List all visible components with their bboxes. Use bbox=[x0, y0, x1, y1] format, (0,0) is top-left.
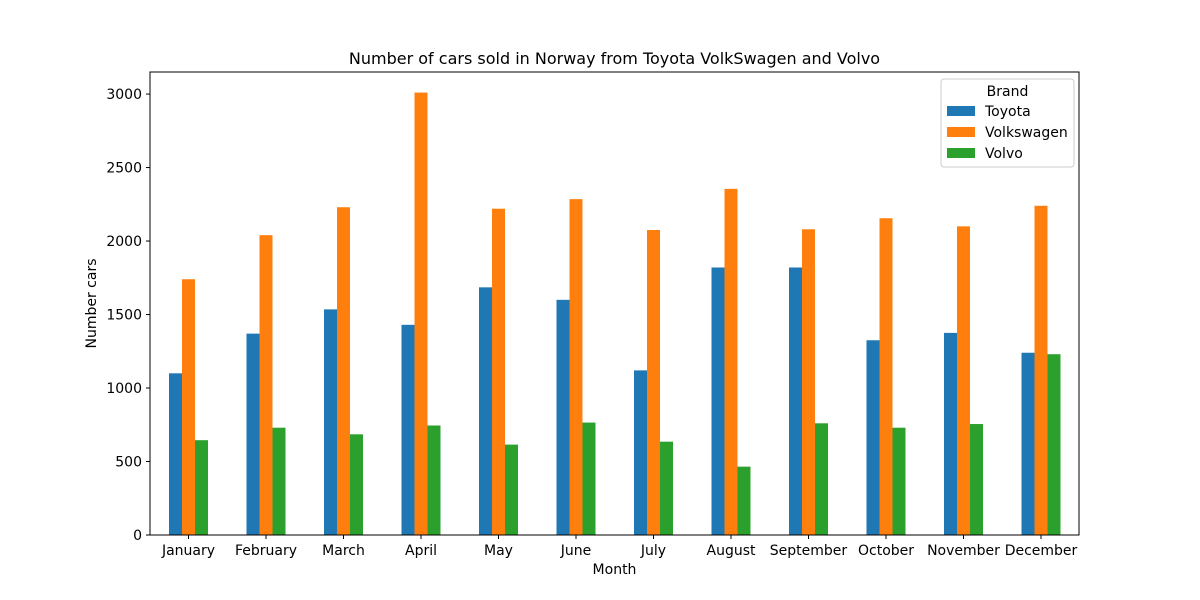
bar-toyota-august bbox=[711, 267, 725, 535]
bar-volvo-may bbox=[505, 444, 518, 535]
legend-swatch-volkswagen bbox=[947, 127, 975, 137]
bars-group bbox=[169, 92, 1061, 536]
plot-frame bbox=[149, 71, 1080, 536]
bar-volkswagen-december bbox=[1034, 205, 1048, 535]
bar-volkswagen-march bbox=[337, 207, 350, 535]
y-tick-label: 0 bbox=[133, 528, 142, 544]
y-tick-label: 1000 bbox=[106, 381, 142, 397]
legend: Brand Toyota Volkswagen Volvo bbox=[940, 78, 1075, 168]
bar-toyota-june bbox=[556, 299, 570, 535]
bar-toyota-december bbox=[1021, 352, 1035, 535]
x-tick-label: December bbox=[1005, 543, 1078, 559]
bar-volvo-july bbox=[660, 441, 673, 535]
bar-volvo-october bbox=[892, 427, 906, 535]
bar-volkswagen-october bbox=[879, 218, 893, 535]
bar-toyota-july bbox=[634, 370, 647, 535]
y-tick-label: 2000 bbox=[106, 234, 142, 250]
x-tick-label: August bbox=[707, 543, 757, 559]
bar-toyota-february bbox=[246, 333, 260, 535]
bar-volkswagen-february bbox=[259, 235, 273, 535]
bar-toyota-september bbox=[789, 267, 802, 535]
bar-volvo-january bbox=[195, 440, 208, 535]
legend-label-volvo: Volvo bbox=[985, 146, 1023, 162]
bar-volvo-february bbox=[272, 427, 286, 535]
bar-volvo-december bbox=[1047, 354, 1061, 535]
chart-title: Number of cars sold in Norway from Toyot… bbox=[349, 49, 880, 68]
bar-toyota-october bbox=[866, 340, 880, 535]
bar-volkswagen-april bbox=[414, 92, 428, 536]
bar-volvo-june bbox=[582, 422, 596, 535]
x-tick-label: July bbox=[640, 543, 666, 559]
bar-toyota-april bbox=[401, 324, 415, 535]
x-tick-label: June bbox=[560, 543, 592, 559]
bar-volkswagen-may bbox=[492, 208, 505, 535]
bar-volvo-march bbox=[350, 434, 363, 535]
x-tick-label: October bbox=[858, 543, 914, 559]
bar-volkswagen-september bbox=[802, 229, 815, 535]
x-tick-label: May bbox=[484, 543, 513, 559]
bar-volvo-august bbox=[737, 466, 751, 535]
legend-swatch-toyota bbox=[947, 106, 975, 116]
y-axis-label: Number cars bbox=[84, 258, 100, 348]
y-axis: 0 500 1000 1500 2000 2500 3000 bbox=[106, 87, 150, 544]
y-tick-label: 2500 bbox=[106, 161, 142, 177]
x-tick-label: January bbox=[161, 543, 215, 559]
bar-volkswagen-june bbox=[569, 199, 583, 535]
x-tick-label: April bbox=[405, 543, 437, 559]
bar-volkswagen-january bbox=[182, 279, 195, 535]
y-tick-label: 500 bbox=[115, 455, 142, 471]
bar-volkswagen-july bbox=[647, 230, 660, 535]
y-tick-label: 1500 bbox=[106, 308, 142, 324]
bar-volvo-november bbox=[970, 424, 983, 535]
bar-volkswagen-november bbox=[957, 226, 970, 536]
bar-toyota-november bbox=[944, 332, 957, 535]
legend-label-toyota: Toyota bbox=[984, 104, 1031, 120]
y-tick-label: 3000 bbox=[106, 87, 142, 103]
bar-toyota-march bbox=[324, 309, 337, 535]
bar-volvo-april bbox=[427, 425, 441, 535]
legend-swatch-volvo bbox=[947, 148, 975, 158]
x-tick-label: February bbox=[235, 543, 297, 559]
x-tick-label: March bbox=[322, 543, 365, 559]
bar-volkswagen-august bbox=[724, 188, 738, 535]
x-axis-label: Month bbox=[593, 562, 637, 578]
x-tick-label: November bbox=[927, 543, 1000, 559]
legend-box bbox=[940, 78, 1075, 168]
x-tick-label: September bbox=[770, 543, 848, 559]
legend-label-volkswagen: Volkswagen bbox=[985, 125, 1068, 141]
bar-volvo-september bbox=[815, 423, 828, 535]
x-axis: January February March April May June July Augu… bbox=[161, 535, 1078, 559]
legend-title: Brand bbox=[987, 84, 1029, 100]
bar-toyota-january bbox=[169, 373, 182, 535]
bar-toyota-may bbox=[479, 287, 492, 535]
